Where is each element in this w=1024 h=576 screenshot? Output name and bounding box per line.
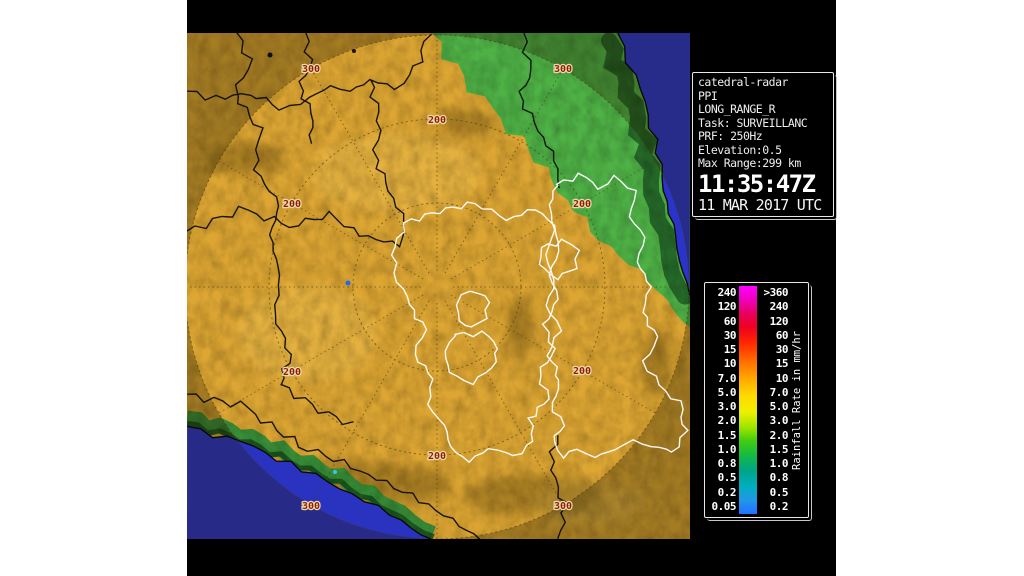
- radar-station-name: catedral-radar: [698, 75, 788, 89]
- legend-value: 7.0: [769, 385, 789, 399]
- scan-time: 11:35:47Z: [698, 169, 816, 198]
- range-ring-label: 200: [283, 199, 301, 210]
- legend-value: 1.5: [769, 442, 789, 456]
- range-ring-label: 200: [573, 366, 591, 377]
- legend-value: 1.0: [717, 442, 737, 456]
- legend-value: 30: [775, 343, 789, 356]
- range-ring-label: 300: [302, 64, 320, 75]
- legend-value: 60: [775, 328, 789, 342]
- range-ring-label: 200: [573, 199, 591, 210]
- pacific-coastline: [187, 425, 433, 539]
- legend-value: 1.5: [717, 428, 737, 442]
- range-ring-label: 300: [554, 501, 572, 512]
- range-ring-label: 200: [428, 115, 446, 126]
- legend-value: 2.0: [769, 428, 789, 442]
- range-ring-label: 200: [428, 451, 446, 462]
- legend-value: 240: [717, 286, 737, 299]
- legend-value: 5.0: [717, 385, 737, 399]
- legend-value: 0.5: [769, 485, 789, 499]
- legend-value: 10: [723, 357, 737, 371]
- product-name: LONG_RANGE_R: [698, 102, 776, 116]
- legend-value: 120: [717, 300, 737, 314]
- legend-lower-bounds: 240 120 60 30 15 10 7.0 5.0 3.0 2.0 1.5 1.0 0.8 0.5 0.…: [707, 286, 739, 514]
- legend-value: 0.5: [717, 471, 737, 485]
- radar-map: 200 200 200 200 200 200 300 300 300 300: [187, 33, 690, 539]
- scan-type: PPI: [698, 88, 718, 103]
- legend-value: 7.0: [717, 371, 737, 385]
- range-ring-label: 300: [302, 501, 320, 512]
- legend-value: 3.0: [769, 414, 789, 428]
- legend-upper-bounds: >360 240 120 60 30 15 10 7.0 5.0 3.0 2.0 1.5 1.0 0.8 0…: [757, 286, 791, 514]
- range-rings: [187, 34, 690, 539]
- legend-value: 1.0: [769, 457, 789, 470]
- highlighted-state-borders: [390, 172, 689, 464]
- state-borders: [187, 33, 570, 539]
- legend-value: 10: [775, 371, 789, 385]
- legend-value: 3.0: [717, 400, 737, 413]
- radar-info-panel: catedral-radar PPI LONG_RANGE_R Task: SU…: [692, 72, 837, 219]
- legend-value: 15: [775, 357, 789, 371]
- legend-value: 240: [769, 300, 789, 314]
- scan-date: 11 MAR 2017 UTC: [698, 195, 822, 214]
- range-ring-label: 200: [283, 367, 301, 378]
- radar-display-panel: 200 200 200 200 200 200 300 300 300 300 catedral-…: [187, 0, 837, 576]
- lakes: [267, 49, 356, 474]
- range-ring-labels: 200 200 200 200 200 200 300 300 300 300: [282, 63, 593, 514]
- legend-body: 240 120 60 30 15 10 7.0 5.0 3.0 2.0 1.5 1.0 0.8 0.5 0.…: [707, 286, 807, 514]
- legend-value: 120: [769, 314, 789, 328]
- legend-value: 15: [723, 343, 737, 356]
- legend-value: >360: [763, 286, 789, 299]
- task-name: Task: SURVEILLANC: [698, 115, 808, 130]
- legend-value: 0.2: [717, 485, 737, 499]
- prf-value: PRF: 250Hz: [698, 129, 763, 143]
- legend-color-bar: [739, 286, 757, 514]
- legend-value: 0.2: [769, 499, 789, 513]
- gulf-coastline: [617, 33, 690, 296]
- range-ring-label: 300: [554, 64, 572, 75]
- legend-value: 0.8: [717, 457, 737, 470]
- elevation-value: Elevation:0.5: [698, 142, 782, 157]
- max-range-value: Max Range:299 km: [698, 156, 801, 170]
- legend-value: 30: [723, 328, 737, 342]
- legend-value: 60: [723, 314, 737, 328]
- legend-value: 2.0: [717, 414, 737, 428]
- legend-value: 0.05: [711, 499, 737, 513]
- legend-title: Rainfall Rate in mm/hr: [791, 330, 803, 470]
- ocean-layer: [187, 33, 690, 539]
- legend-value: 5.0: [769, 400, 789, 413]
- rainfall-legend-panel: 240 120 60 30 15 10 7.0 5.0 3.0 2.0 1.5 1.0 0.8 0.5 0.…: [704, 282, 812, 521]
- legend-value: 0.8: [769, 471, 789, 485]
